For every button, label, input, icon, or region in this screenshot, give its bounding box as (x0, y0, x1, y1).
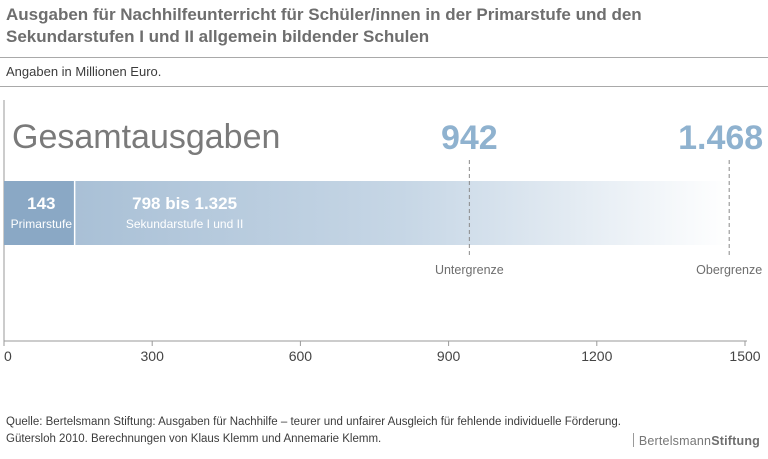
marker-label-1: Obergrenze (696, 263, 762, 277)
chart-title: Ausgaben für Nachhilfeunterricht für Sch… (6, 5, 642, 46)
publisher-logo: BertelsmannStiftung (632, 433, 760, 448)
logo-text-part1: Bertelsmann (638, 434, 712, 448)
logo-divider (632, 433, 634, 447)
source-note: Quelle: Bertelsmann Stiftung: Ausgaben f… (6, 416, 621, 445)
title-divider (0, 57, 768, 58)
bar-primary (4, 181, 75, 245)
x-tick-label-5: 1500 (729, 348, 760, 364)
bar-secondary (74, 181, 730, 245)
bar-secondary-value: 798 bis 1.325 (132, 194, 237, 213)
marker-value-0: 942 (441, 119, 498, 157)
chart-heading: Gesamtausgaben (12, 118, 280, 156)
x-tick-label-1: 300 (141, 348, 165, 364)
marker-value-1: 1.468 (678, 119, 763, 157)
x-tick-label-3: 900 (437, 348, 461, 364)
x-tick-label-4: 1200 (581, 348, 612, 364)
bar-primary-label: Primarstufe (11, 217, 73, 231)
logo-text-part2: Stiftung (711, 434, 760, 448)
marker-label-0: Untergrenze (435, 263, 504, 277)
x-tick-label-2: 600 (289, 348, 313, 364)
chart-area: Gesamtausgaben 143 Primarstufe 798 bis 1.32… (3, 100, 763, 364)
subtitle-divider (0, 86, 768, 87)
bar-secondary-label: Sekundarstufe I und II (126, 217, 243, 231)
chart-subtitle: Angaben in Millionen Euro. (6, 64, 162, 79)
bar-primary-value: 143 (27, 194, 55, 213)
x-tick-label-0: 0 (4, 348, 12, 364)
